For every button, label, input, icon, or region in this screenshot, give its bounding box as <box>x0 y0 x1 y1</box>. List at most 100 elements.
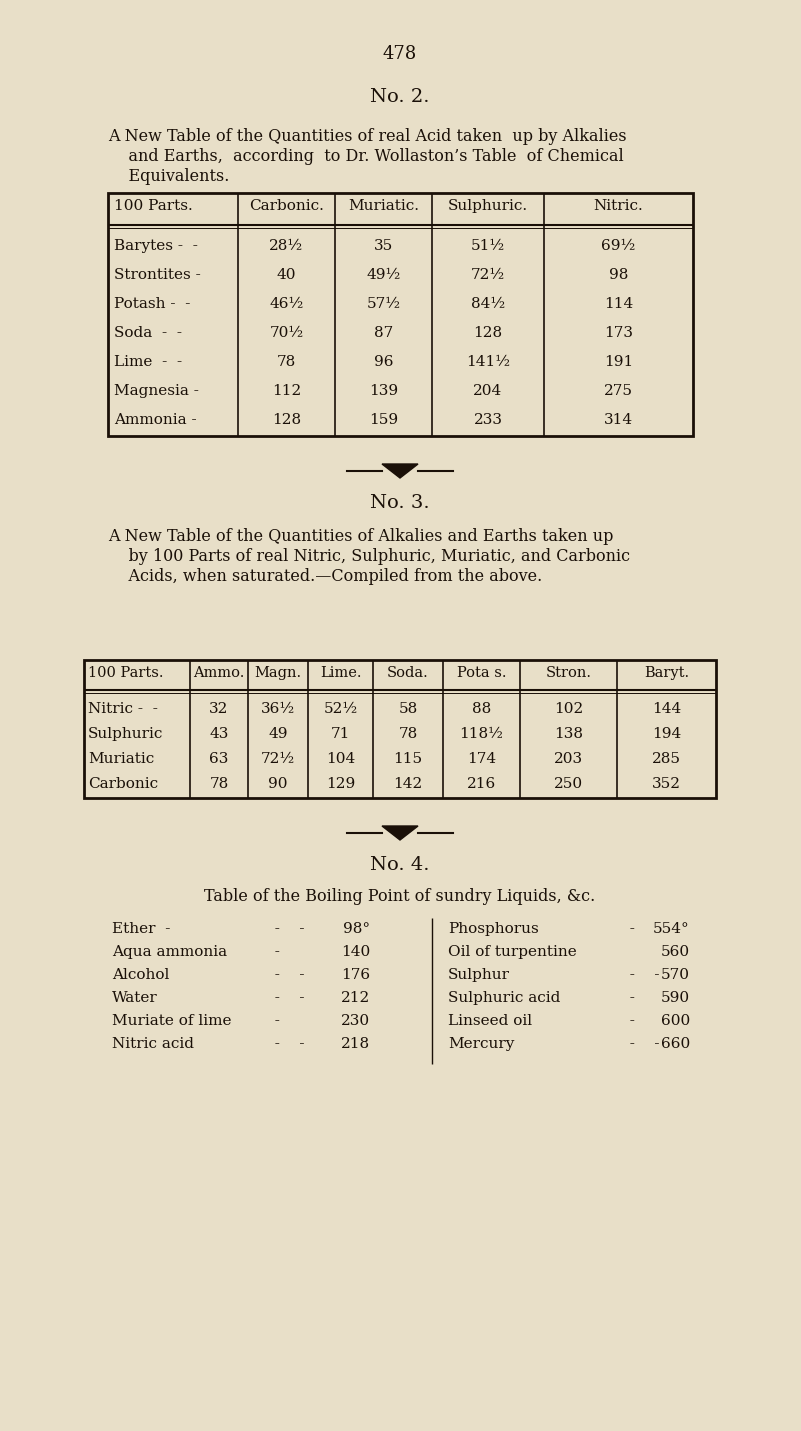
Text: 176: 176 <box>341 967 370 982</box>
Text: -    -: - - <box>620 1037 659 1050</box>
Text: 141½: 141½ <box>466 355 510 369</box>
Text: 36½: 36½ <box>261 703 295 716</box>
Text: 40: 40 <box>277 268 296 282</box>
Text: No. 2.: No. 2. <box>370 87 430 106</box>
Text: 204: 204 <box>473 384 502 398</box>
Text: Muriate of lime: Muriate of lime <box>112 1015 231 1027</box>
Text: Carbonic.: Carbonic. <box>249 199 324 213</box>
Text: 478: 478 <box>383 44 417 63</box>
Text: 142: 142 <box>393 777 423 791</box>
Text: 78: 78 <box>209 777 228 791</box>
Text: 46½: 46½ <box>269 298 304 311</box>
Text: 57½: 57½ <box>366 298 400 311</box>
Text: Ammonia -: Ammonia - <box>114 414 196 426</box>
Text: Magn.: Magn. <box>255 665 301 680</box>
Text: Equivalents.: Equivalents. <box>108 167 229 185</box>
Text: Strontites -: Strontites - <box>114 268 201 282</box>
Text: 114: 114 <box>604 298 633 311</box>
Text: 250: 250 <box>554 777 583 791</box>
Text: 58: 58 <box>398 703 417 716</box>
Text: 69½: 69½ <box>602 239 636 253</box>
Text: 233: 233 <box>473 414 502 426</box>
Text: 78: 78 <box>277 355 296 369</box>
Text: 128: 128 <box>473 326 502 341</box>
Text: -: - <box>265 944 280 959</box>
Text: 275: 275 <box>604 384 633 398</box>
Text: -: - <box>265 1015 280 1027</box>
Text: -: - <box>620 992 635 1005</box>
Text: 203: 203 <box>554 753 583 766</box>
Polygon shape <box>382 464 418 478</box>
Text: -    -: - - <box>265 922 304 936</box>
Text: 35: 35 <box>374 239 393 253</box>
Text: Stron.: Stron. <box>545 665 591 680</box>
Text: 96: 96 <box>374 355 393 369</box>
Text: Potash -  -: Potash - - <box>114 298 191 311</box>
Text: 212: 212 <box>340 992 370 1005</box>
Text: Barytes -  -: Barytes - - <box>114 239 198 253</box>
Polygon shape <box>382 826 418 840</box>
Text: -: - <box>620 1015 635 1027</box>
Text: Magnesia -: Magnesia - <box>114 384 199 398</box>
Text: 600: 600 <box>661 1015 690 1027</box>
Text: 352: 352 <box>652 777 681 791</box>
Text: No. 3.: No. 3. <box>370 494 430 512</box>
Text: Soda.: Soda. <box>387 665 429 680</box>
Text: Baryt.: Baryt. <box>644 665 689 680</box>
Text: Nitric acid: Nitric acid <box>112 1037 194 1050</box>
Text: Nitric.: Nitric. <box>594 199 643 213</box>
Text: 218: 218 <box>341 1037 370 1050</box>
Text: 174: 174 <box>467 753 496 766</box>
Text: Ether  -: Ether - <box>112 922 171 936</box>
Text: -: - <box>620 922 635 936</box>
Text: 32: 32 <box>209 703 229 716</box>
Text: 43: 43 <box>209 727 229 741</box>
Bar <box>108 193 693 436</box>
Text: 159: 159 <box>369 414 398 426</box>
Text: No. 4.: No. 4. <box>370 856 430 874</box>
Text: A New Table of the Quantities of Alkalies and Earths taken up: A New Table of the Quantities of Alkalie… <box>108 528 614 545</box>
Text: 100 Parts.: 100 Parts. <box>114 199 193 213</box>
Text: Sulphuric.: Sulphuric. <box>448 199 528 213</box>
Text: 138: 138 <box>554 727 583 741</box>
Text: 98°: 98° <box>343 922 370 936</box>
Text: A New Table of the Quantities of real Acid taken  up by Alkalies: A New Table of the Quantities of real Ac… <box>108 127 626 145</box>
Text: 72½: 72½ <box>261 753 295 766</box>
Text: Soda  -  -: Soda - - <box>114 326 182 341</box>
Text: 63: 63 <box>209 753 229 766</box>
Text: 560: 560 <box>661 944 690 959</box>
Text: 590: 590 <box>661 992 690 1005</box>
Text: 216: 216 <box>467 777 496 791</box>
Text: Phosphorus: Phosphorus <box>448 922 539 936</box>
Text: Oil of turpentine: Oil of turpentine <box>448 944 577 959</box>
Text: -    -: - - <box>265 992 304 1005</box>
Text: 84½: 84½ <box>471 298 505 311</box>
Text: 100 Parts.: 100 Parts. <box>88 665 163 680</box>
Text: 78: 78 <box>398 727 417 741</box>
Text: Ammo.: Ammo. <box>193 665 244 680</box>
Text: and Earths,  according  to Dr. Wollaston’s Table  of Chemical: and Earths, according to Dr. Wollaston’s… <box>108 147 624 165</box>
Text: 285: 285 <box>652 753 681 766</box>
Text: Lime.: Lime. <box>320 665 361 680</box>
Text: Sulphur: Sulphur <box>448 967 510 982</box>
Text: 139: 139 <box>369 384 398 398</box>
Text: Lime  -  -: Lime - - <box>114 355 182 369</box>
Text: 144: 144 <box>652 703 681 716</box>
Text: 140: 140 <box>340 944 370 959</box>
Text: 98: 98 <box>609 268 628 282</box>
Text: Linseed oil: Linseed oil <box>448 1015 532 1027</box>
Text: 115: 115 <box>393 753 423 766</box>
Text: Mercury: Mercury <box>448 1037 514 1050</box>
Text: Muriatic: Muriatic <box>88 753 155 766</box>
Text: 194: 194 <box>652 727 681 741</box>
Text: 128: 128 <box>272 414 301 426</box>
Text: Sulphuric: Sulphuric <box>88 727 163 741</box>
Text: 660: 660 <box>661 1037 690 1050</box>
Text: 49½: 49½ <box>366 268 400 282</box>
Text: 112: 112 <box>272 384 301 398</box>
Text: 52½: 52½ <box>324 703 357 716</box>
Text: -    -: - - <box>620 967 659 982</box>
Text: Alcohol: Alcohol <box>112 967 169 982</box>
Text: Acids, when saturated.—Compiled from the above.: Acids, when saturated.—Compiled from the… <box>108 568 542 585</box>
Text: 90: 90 <box>268 777 288 791</box>
